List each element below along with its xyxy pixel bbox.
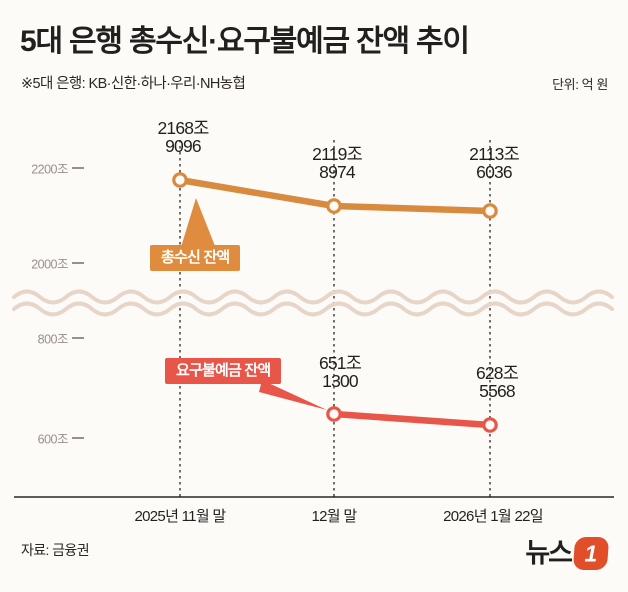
data-label-total-3: 2113조 6036 (469, 144, 520, 182)
ytick-label-600: 600조 (37, 432, 69, 447)
logo-badge-icon: 1 (572, 537, 610, 570)
xtick-label-2: 12월 말 (311, 508, 358, 525)
callout-pointer-orange (181, 198, 215, 247)
data-point-total-3 (482, 203, 498, 219)
data-label-demand-2-line2: 5568 (479, 380, 516, 401)
data-point-demand-1 (326, 406, 342, 422)
axis-break-wave (12, 289, 614, 317)
data-label-total-1: 2168조 9096 (157, 118, 209, 156)
data-label-total-1-line2: 9096 (165, 135, 202, 156)
data-label-total-1-line1: 2168조 (157, 118, 209, 138)
logo-badge-number: 1 (584, 540, 598, 566)
data-label-total-2-line2: 8974 (319, 161, 356, 182)
source-label: 자료: 금융권 (21, 542, 90, 558)
data-label-total-3-line1: 2113조 (469, 144, 520, 164)
ytick-label-2000: 2000조 (31, 257, 68, 272)
page-title: 5대 은행 총수신·요구불예금 잔액 추이 (20, 25, 470, 58)
data-label-total-3-line2: 6036 (476, 161, 513, 182)
data-label-total-2: 2119조 8974 (312, 144, 363, 182)
data-label-demand-1: 651조 1300 (318, 353, 362, 391)
ytick-label-2200: 2200조 (31, 162, 68, 177)
data-label-demand-2: 628조 5568 (475, 363, 519, 401)
xtick-label-1: 2025년 11월 말 (134, 508, 227, 525)
data-label-total-2-line1: 2119조 (312, 144, 363, 164)
data-point-total-1 (172, 172, 188, 188)
legend-tag-demand-deposits: 요구불예금 잔액 (165, 358, 282, 385)
callout-pointer-red (259, 380, 327, 410)
series-line-demand-deposits (330, 410, 494, 429)
ytick-label-800: 800조 (37, 332, 69, 347)
unit-label: 단위: 억 원 (552, 77, 608, 92)
news1-logo: 뉴스 1 (525, 537, 610, 570)
subtitle-note: ※5대 은행: KB·신한·하나·우리·NH농협 (21, 76, 246, 92)
legend-tag-total-deposits: 총수신 잔액 (150, 245, 241, 272)
data-label-demand-1-line1: 651조 (318, 353, 362, 373)
logo-wordmark: 뉴스 (525, 538, 573, 568)
data-label-demand-2-line1: 628조 (475, 363, 519, 383)
data-point-demand-2 (482, 417, 498, 433)
data-label-demand-1-line2: 1300 (322, 370, 359, 391)
data-point-total-2 (326, 198, 342, 214)
xtick-label-3: 2026년 1월 22일 (443, 508, 543, 525)
